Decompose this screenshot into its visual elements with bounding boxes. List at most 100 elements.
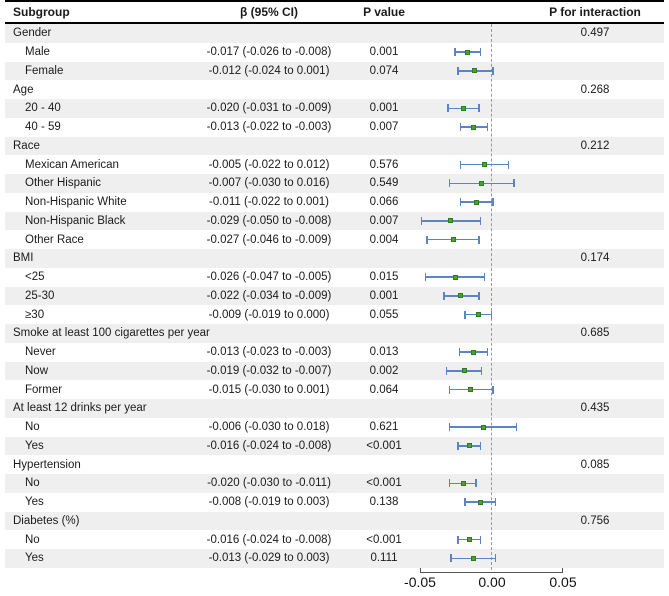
subgroup-label: Gender [13,27,52,40]
ci-cap-left [443,291,445,300]
x-axis-tick-label: -0.05 [404,574,436,590]
point-estimate-marker [452,274,458,280]
beta-ci-value: -0.011 (-0.022 to 0.001) [209,196,329,209]
ci-cap-left [458,348,461,357]
p-value: 0.001 [369,102,399,115]
p-value: 0.621 [369,421,399,434]
subgroup-label: Other Hispanic [25,177,102,190]
subgroup-item-row: Non-Hispanic White -0.011 (-0.022 to 0.00… [5,193,664,212]
subgroup-label: Other Race [25,233,84,246]
ci-cap-left [459,123,462,132]
subgroup-label: Never [25,346,56,359]
x-axis-line [420,568,563,573]
ci-cap-right [483,273,486,282]
p-interaction-value: 0.435 [580,402,610,415]
ci-cap-right [479,216,482,225]
subgroup-label: Female [25,64,64,77]
header-subgroup: Subgroup [13,5,70,19]
point-estimate-marker [458,293,464,299]
ci-cap-right [494,498,497,507]
subgroup-label: Non-Hispanic Black [25,214,126,227]
beta-ci-value: -0.016 (-0.024 to -0.008) [206,439,332,452]
ci-cap-left [445,366,448,375]
subgroup-label: Smoke at least 100 cigarettes per year [13,327,210,340]
beta-ci-value: -0.020 (-0.030 to -0.011) [207,477,331,490]
subgroup-item-row: Yes -0.016 (-0.024 to -0.008) <0.001 [5,436,664,456]
beta-ci-value: -0.008 (-0.019 to 0.003) [208,496,330,509]
beta-ci-value: -0.007 (-0.030 to 0.016) [208,177,330,190]
ci-cap-left [420,216,423,225]
subgroup-label: Diabetes (%) [13,514,80,527]
ci-cap-left [454,48,456,57]
subgroup-label: Hypertension [13,458,81,471]
table-body: Gender 0.497 Male -0.017 (-0.026 to -0.008)… [5,24,664,568]
subgroup-label: <25 [25,271,45,284]
point-estimate-marker [465,49,471,55]
beta-ci-value: -0.020 (-0.031 to -0.009) [206,102,332,115]
p-value: 0.002 [369,364,399,377]
p-value: 0.015 [369,271,399,284]
subgroup-label: Male [25,46,50,59]
ci-cap-left [448,479,451,488]
p-interaction-value: 0.212 [580,139,610,152]
point-estimate-marker [461,105,466,111]
p-value: 0.055 [369,308,399,321]
beta-ci-value: -0.005 (-0.022 to 0.012) [208,158,330,171]
ci-cap-left [424,273,427,282]
p-value: 0.001 [369,46,399,59]
beta-ci-value: -0.019 (-0.032 to -0.007) [206,364,332,377]
beta-ci-value: -0.013 (-0.029 to 0.003) [208,552,330,565]
p-value: 0.064 [369,383,399,396]
ci-cap-right [478,291,480,300]
ci-cap-left [457,66,459,75]
point-estimate-marker [466,537,472,543]
subgroup-item-row: Former -0.015 (-0.030 to 0.001) 0.064 [5,380,664,399]
p-interaction-value: 0.497 [580,27,610,40]
subgroup-label: 25-30 [25,289,55,302]
subgroup-item-row: Yes -0.013 (-0.029 to 0.003) 0.111 [5,549,664,568]
subgroup-category-row: Diabetes (%) 0.756 [5,511,664,531]
beta-ci-value: -0.027 (-0.046 to -0.009) [206,233,332,246]
subgroup-item-row: Other Hispanic -0.007 (-0.030 to 0.016) 0.… [5,174,664,193]
ci-cap-right [480,366,483,375]
subgroup-label: Yes [25,552,44,565]
subgroup-item-row: No -0.006 (-0.030 to 0.018) 0.621 [5,418,664,437]
subgroup-label: Age [13,83,34,96]
ci-cap-left [459,198,462,207]
ci-cap-left [450,554,452,563]
subgroup-item-row: Yes -0.008 (-0.019 to 0.003) 0.138 [5,493,664,512]
subgroup-label: 40 - 59 [25,121,61,134]
p-value: 0.007 [369,214,399,227]
subgroup-item-row: No -0.016 (-0.024 to -0.008) <0.001 [5,530,664,549]
subgroup-label: BMI [13,252,34,265]
p-value: 0.066 [369,196,399,209]
p-value: <0.001 [366,439,402,452]
subgroup-item-row: ≥30 -0.009 (-0.019 to 0.000) 0.055 [5,305,664,324]
ci-cap-right [478,104,480,113]
point-estimate-marker [479,180,485,186]
p-interaction-value: 0.085 [580,458,610,471]
point-estimate-marker [480,424,486,430]
subgroup-category-row: Age 0.268 [5,80,664,99]
x-axis-tick-label: 0.00 [478,574,506,590]
ci-cap-right [515,423,518,432]
ci-cap-right [513,179,515,188]
subgroup-label: Non-Hispanic White [25,196,127,209]
x-axis-tick-label: 0.05 [549,574,577,590]
subgroup-label: At least 12 drinks per year [13,402,147,415]
beta-ci-value: -0.029 (-0.050 to -0.008) [206,214,332,227]
x-axis: -0.05 0.00 0.05 [5,568,664,596]
ci-cap-right [479,48,482,57]
p-interaction-value: 0.268 [580,83,610,96]
ci-cap-left [447,104,449,113]
point-estimate-marker [472,68,478,74]
beta-ci-value: -0.015 (-0.030 to 0.001) [208,383,330,396]
point-estimate-marker [461,480,466,486]
point-estimate-marker [448,218,454,224]
beta-ci-value: -0.012 (-0.024 to 0.001) [208,64,330,77]
point-estimate-marker [468,387,473,393]
ci-cap-right [486,123,489,132]
subgroup-label: Race [13,139,40,152]
p-value: 0.013 [369,346,399,359]
header-beta-ci: β (95% CI) [239,5,298,19]
